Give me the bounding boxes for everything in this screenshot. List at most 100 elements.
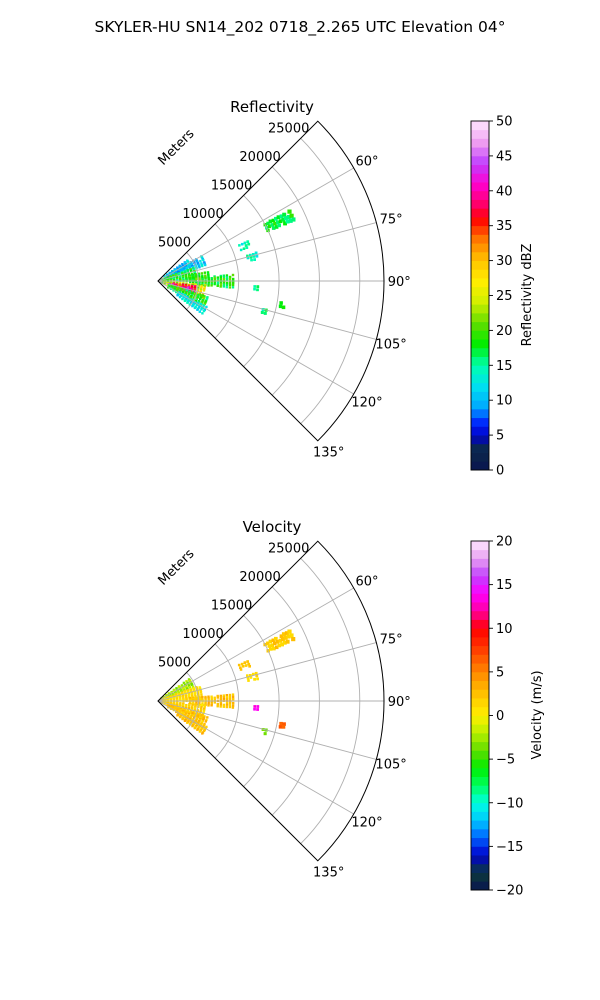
echo-gate — [207, 697, 210, 700]
echo-gate — [219, 281, 223, 284]
echo-gate — [188, 303, 191, 306]
echo-gate — [271, 226, 276, 230]
echo-gate — [198, 277, 201, 280]
echo-gate — [199, 297, 202, 301]
echo-gate — [228, 282, 232, 285]
echo-region — [253, 705, 260, 711]
echo-gate — [203, 271, 207, 274]
echo-gate — [185, 680, 188, 683]
echo-gate — [266, 221, 270, 226]
echo-gate — [202, 709, 206, 712]
echo-gate — [213, 275, 216, 278]
echo-gate — [195, 260, 199, 263]
colorbar-segment — [471, 855, 489, 865]
echo-gate — [219, 283, 223, 286]
echo-gate — [201, 715, 204, 718]
echo-gate — [275, 639, 280, 644]
echo-gate — [183, 286, 186, 289]
colorbar-tick-label: 50 — [496, 115, 513, 130]
echo-gate — [201, 698, 204, 701]
echo-gate — [255, 674, 259, 678]
echo-gate — [222, 696, 226, 699]
echo-gate — [222, 283, 226, 286]
echo-gate — [195, 696, 198, 699]
colorbar-segment — [471, 776, 489, 786]
echo-gate — [278, 219, 283, 224]
echo-gate — [207, 275, 210, 278]
echo-gate — [191, 304, 194, 308]
echo-gate — [247, 679, 250, 682]
echo-gate — [271, 218, 276, 223]
echo-gate — [191, 724, 194, 728]
colorbar-segment — [471, 304, 489, 314]
echo-gate — [251, 672, 255, 676]
echo-gate — [283, 216, 288, 221]
echo-gate — [179, 699, 182, 702]
echo-gate — [205, 725, 208, 729]
echo-gate — [283, 221, 287, 226]
echo-gate — [200, 308, 203, 311]
echo-gate — [222, 281, 226, 285]
colorbar-segment — [471, 417, 489, 427]
echo-gate — [253, 677, 256, 681]
echo-gate — [192, 716, 196, 719]
echo-gate — [274, 645, 279, 650]
echo-gate — [244, 244, 248, 247]
echo-gate — [188, 686, 191, 689]
echo-gate — [163, 702, 166, 705]
range-tick-label: 20000 — [239, 570, 280, 585]
colorbar-segment — [471, 426, 489, 436]
range-tick-label: 5000 — [158, 236, 191, 251]
echo-gate — [276, 215, 281, 220]
echo-gate — [279, 634, 284, 639]
echo-gate — [196, 308, 199, 311]
echo-gate — [199, 259, 202, 263]
echo-gate — [267, 224, 272, 229]
colorbar-segment — [471, 234, 489, 244]
colorbar-tick-label: 25 — [496, 289, 513, 304]
echo-gate — [187, 707, 190, 710]
echo-gate — [246, 240, 250, 243]
colorbar-segment — [471, 408, 489, 419]
colorbar-segment — [471, 251, 489, 262]
echo-gate — [277, 643, 282, 648]
reflectivity-title: Reflectivity — [230, 98, 314, 116]
echo-gate — [202, 309, 206, 313]
echo-gate — [189, 261, 193, 265]
echo-gate — [243, 661, 247, 664]
echo-gate — [249, 674, 252, 677]
echo-gate — [225, 281, 229, 285]
echo-gate — [231, 693, 235, 696]
echo-gate — [189, 301, 193, 304]
echo-gate — [249, 253, 252, 257]
echo-gate — [216, 705, 219, 708]
echo-gate — [192, 267, 195, 270]
echo-gate — [198, 310, 201, 313]
echo-gate — [207, 701, 210, 704]
echo-gate — [202, 289, 206, 292]
echo-gate — [200, 272, 204, 275]
echo-gate — [204, 263, 207, 267]
echo-gate — [279, 301, 283, 305]
echo-gate — [182, 296, 185, 299]
reflectivity-panel: Reflectivity 60° 75° 90° 105° 120° 135° 5000 10… — [156, 98, 535, 479]
echo-gate — [189, 268, 192, 271]
colorbar-segment — [471, 881, 489, 891]
echo-gate — [176, 714, 179, 717]
echo-gate — [263, 311, 267, 315]
echo-gate — [247, 242, 251, 246]
colorbar-segment — [471, 286, 489, 296]
colorbar-segment — [471, 321, 489, 331]
echo-gate — [202, 729, 206, 732]
echo-gate — [274, 636, 278, 641]
echo-gate — [268, 219, 273, 224]
colorbar-segment — [471, 619, 489, 629]
colorbar-tick-label: 35 — [496, 219, 513, 234]
colorbar-segment — [471, 382, 489, 392]
echo-gate — [182, 289, 185, 292]
echo-gate — [228, 701, 232, 704]
echo-gate — [210, 281, 213, 284]
echo-gate — [225, 276, 229, 279]
colorbar-segment — [471, 628, 489, 638]
echo-gate — [201, 306, 204, 310]
